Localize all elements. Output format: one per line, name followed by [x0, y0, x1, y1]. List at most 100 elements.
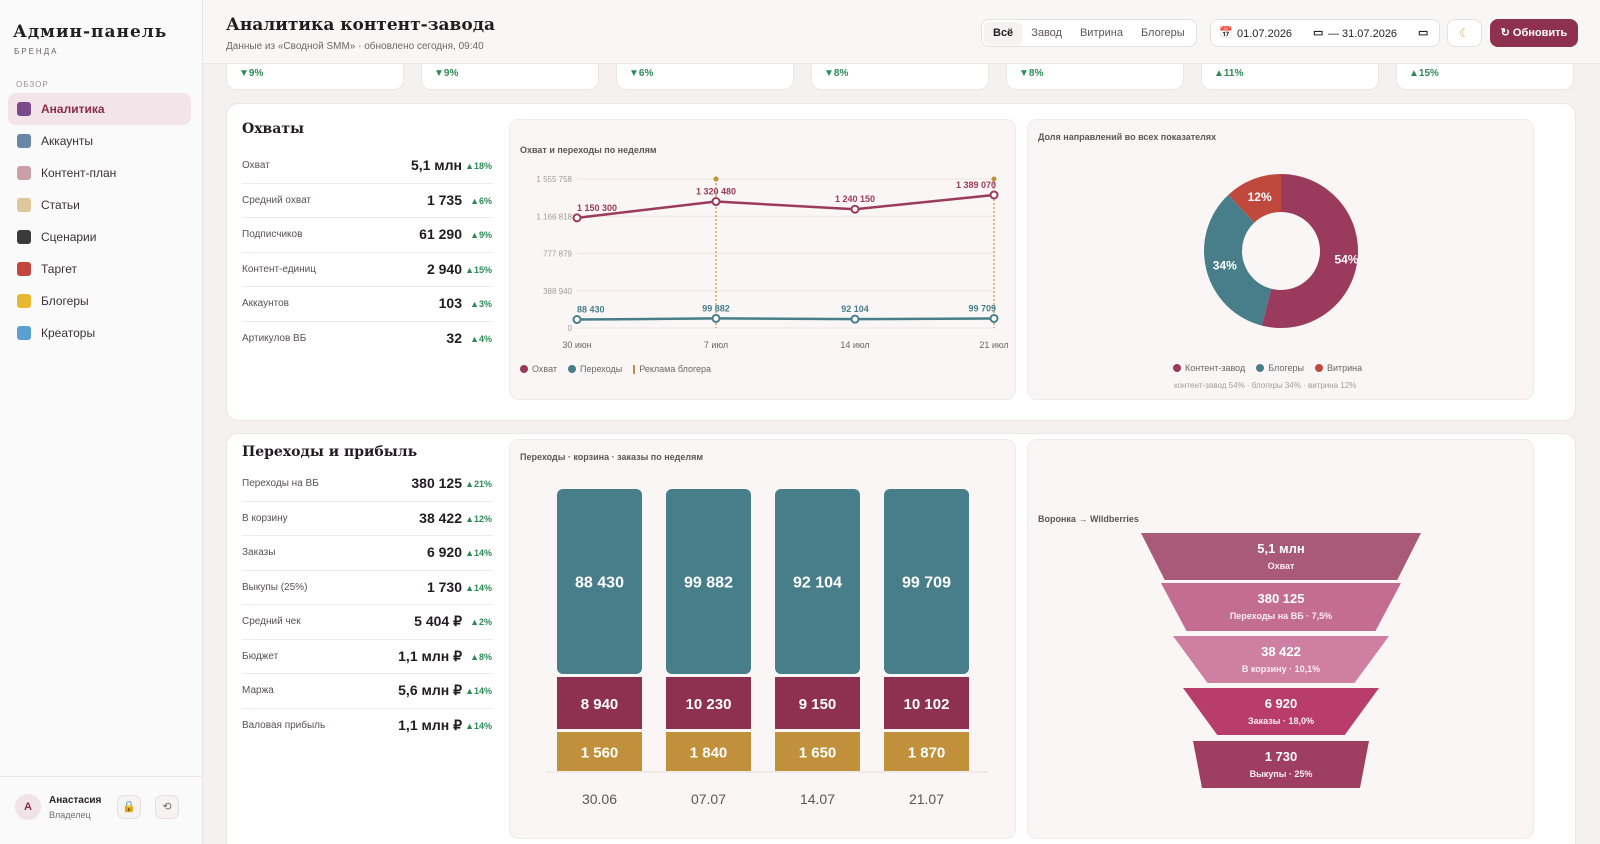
legend-factory: Контент-завод	[1173, 363, 1245, 373]
avatar[interactable]: А	[15, 794, 41, 820]
reach-card: Охваты Охват 5,1 млн ▲18% Средний охват 1 73…	[226, 103, 1576, 421]
metric-delta: ▲14%	[465, 686, 492, 696]
metric-row: Охват 5,1 млн ▲18%	[242, 149, 492, 184]
data-point[interactable]	[850, 204, 860, 214]
metric-row: Подписчиков 61 290 ▲9%	[242, 218, 492, 253]
series-line-1	[576, 317, 995, 321]
x-tick-label: 7 июл	[704, 340, 728, 350]
bar-segment[interactable]	[557, 489, 642, 674]
metric-row: Бюджет 1,1 млн ₽ ▲8%	[242, 640, 492, 674]
filter-tab-0[interactable]: Всё	[984, 22, 1023, 44]
refresh-button[interactable]: ↻ Обновить	[1490, 19, 1578, 47]
funnel-stage[interactable]	[1173, 636, 1389, 683]
funnel-stage[interactable]	[1183, 688, 1379, 735]
bar-segment[interactable]	[666, 732, 751, 771]
sidebar-item-4[interactable]: Сценарии	[8, 221, 191, 253]
filter-tab-1[interactable]: Завод	[1031, 27, 1062, 39]
calendar-icon	[17, 166, 31, 180]
data-point[interactable]	[989, 190, 999, 200]
legend-blogger-ads-label: Реклама блогера	[639, 364, 712, 374]
x-category-label: 07.07	[691, 791, 726, 807]
date-to-input[interactable]: 31.07.2026	[1342, 28, 1398, 40]
sidebar: Админ-панель БРЕНДА ОБЗОР Аналитика Аккау…	[0, 0, 203, 844]
funnel-stage[interactable]	[1193, 741, 1369, 788]
y-tick-label: 1 166 818	[536, 212, 572, 221]
bar-value-label: 10 102	[904, 696, 950, 713]
data-label: 1 240 150	[835, 194, 875, 204]
data-point[interactable]	[572, 315, 582, 325]
bar-value-label: 1 840	[690, 745, 728, 762]
date-separator: —	[1328, 28, 1339, 40]
sidebar-item-1[interactable]: Аккаунты	[8, 125, 191, 157]
kpi-delta: ▲11%	[1214, 68, 1244, 79]
bar-segment[interactable]	[775, 732, 860, 771]
bar-segment[interactable]	[557, 732, 642, 771]
metric-row: Аккаунтов 103 ▲3%	[242, 287, 492, 322]
donut-chart-title: Доля направлений во всех показателях	[1038, 132, 1217, 142]
metric-delta: ▲21%	[465, 479, 492, 489]
metric-value: 32	[446, 329, 462, 346]
bar-segment[interactable]	[884, 732, 969, 771]
bar-segment[interactable]	[884, 677, 969, 729]
metric-label: Заказы	[242, 547, 276, 558]
legend-reach: Охват	[520, 364, 557, 374]
profit-card: Переходы и прибыль Переходы на ВБ 380 125…	[226, 433, 1576, 844]
metric-delta: ▲4%	[470, 333, 492, 344]
bar-segment[interactable]	[666, 489, 751, 674]
lock-icon[interactable]: 🔒	[117, 795, 141, 819]
data-point[interactable]	[711, 313, 721, 323]
bar-segment[interactable]	[557, 677, 642, 729]
date-from-picker-icon[interactable]: ▭	[1313, 27, 1324, 39]
metric-delta: ▲6%	[470, 195, 492, 206]
y-tick-label: 388 940	[543, 287, 572, 296]
series-line-0	[576, 193, 995, 220]
metric-delta: ▲2%	[470, 617, 492, 627]
reach-metrics: Охват 5,1 млн ▲18% Средний охват 1 735 ▲6% Под…	[242, 149, 492, 356]
bar-segment[interactable]	[666, 677, 751, 729]
data-point[interactable]	[850, 314, 860, 324]
legend-reach-label: Охват	[532, 364, 558, 374]
legend-bloggers-swatch	[1256, 364, 1265, 372]
x-category-label: 21.07	[909, 791, 944, 807]
sidebar-item-0[interactable]: Аналитика	[8, 93, 191, 125]
data-label: 99 709	[968, 303, 996, 313]
metric-row: Маржа 5,6 млн ₽ ▲14%	[242, 674, 492, 709]
bar-segment[interactable]	[775, 677, 860, 729]
funnel-label: Переходы на ВБ · 7,5%	[1230, 611, 1332, 621]
star-icon	[17, 294, 31, 308]
data-label: 92 104	[841, 304, 869, 314]
x-category-label: 14.07	[800, 791, 835, 807]
data-point[interactable]	[711, 197, 721, 207]
profit-metrics: Переходы на ВБ 380 125 ▲21% В корзину 38 422…	[242, 467, 492, 743]
bar-value-label: 88 430	[575, 575, 624, 592]
date-to-picker-icon[interactable]: ▭	[1418, 27, 1429, 39]
sidebar-item-2[interactable]: Контент-план	[8, 157, 191, 189]
theme-toggle-moon-icon[interactable]: ☾	[1447, 19, 1482, 47]
metric-value: 5,1 млн	[410, 157, 462, 173]
metric-value: 2 940	[426, 260, 462, 277]
funnel-stage[interactable]	[1141, 533, 1421, 580]
funnel-value: 38 422	[1261, 644, 1301, 659]
data-point[interactable]	[989, 313, 999, 323]
reach-donut-panel: Доля направлений во всех показателях 54%…	[1027, 119, 1534, 400]
y-tick-label: 1 555 758	[536, 175, 572, 184]
sidebar-item-5[interactable]: Таргет	[8, 253, 191, 285]
sidebar-item-3[interactable]: Статьи	[8, 189, 191, 221]
legend-showcase: Витрина	[1314, 363, 1362, 373]
filter-tab-3[interactable]: Блогеры	[1140, 27, 1185, 39]
donut-slice[interactable]	[1204, 194, 1272, 326]
sidebar-item-7[interactable]: Креаторы	[8, 317, 191, 349]
date-from-input[interactable]: 01.07.2026	[1237, 28, 1293, 40]
sidebar-item-6[interactable]: Блогеры	[8, 285, 191, 317]
legend-blogger-ads: Реклама блогера	[633, 364, 711, 374]
date-range: 📅 01.07.2026 ▭ — 31.07.2026 ▭	[1210, 19, 1440, 47]
funnel-stage[interactable]	[1161, 583, 1401, 631]
filter-tab-2[interactable]: Витрина	[1079, 27, 1123, 39]
bar-segment[interactable]	[775, 489, 860, 674]
donut-slice[interactable]	[1261, 174, 1358, 328]
donut-slice[interactable]	[1228, 174, 1281, 223]
data-point[interactable]	[572, 213, 582, 223]
x-tick-label: 30 июн	[562, 340, 591, 350]
bar-segment[interactable]	[884, 489, 969, 674]
logout-icon[interactable]: ⟲	[155, 795, 179, 819]
